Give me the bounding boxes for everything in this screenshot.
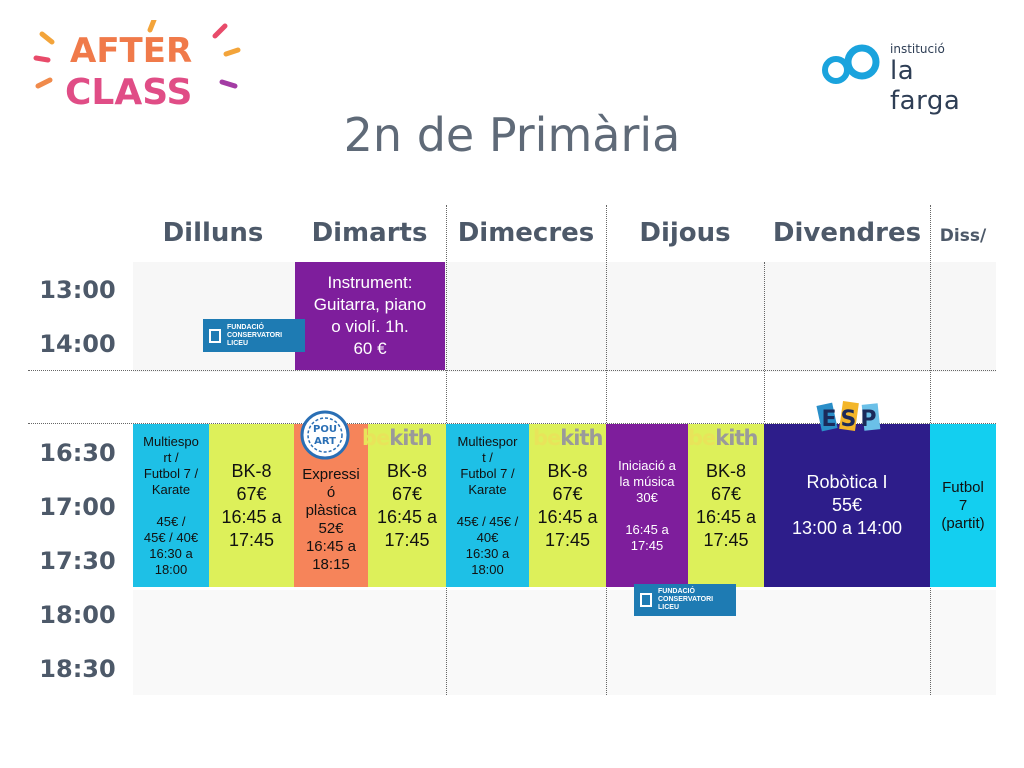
liceu-logo-icon [209,328,221,343]
activity-instrument[interactable]: Instrument: Guitarra, piano o violí. 1h.… [295,262,445,370]
day-header-thursday: Dijous [639,218,731,248]
bekith-logo-part: be [688,426,716,450]
time-label: 13:00 [39,276,116,304]
activity-text: Robòtica I 55€ 13:00 a 14:00 [791,472,903,538]
activity-robotics[interactable]: Robòtica I 55€ 13:00 a 14:00 [764,424,930,587]
institution-label: institució [890,42,945,56]
pou-art-logo: POU ART [300,410,350,460]
activity-text: Futbol 7 (partit) [941,478,985,532]
conservatori-liceu-badge: FUNDACIÓ CONSERVATORI LICEU [634,584,736,616]
time-label: 18:30 [39,655,116,683]
esp-logo: ESP [815,396,885,438]
liceu-logo-icon [640,593,652,607]
bekith-logo: bekith [688,426,758,450]
day-header-wednesday: Dimecres [457,218,595,248]
time-label: 18:00 [39,601,116,629]
activity-text: Multiespor t / Futbol 7 / Karate 45€ / 4… [456,433,519,577]
institution-logo: institució la farga [820,40,990,116]
conservatori-liceu-badge: FUNDACIÓ CONSERVATORI LICEU [203,319,305,352]
time-label: 14:00 [39,330,116,358]
time-label: 17:30 [39,547,116,575]
institution-name: la farga [890,56,961,116]
grid-background-bottom [133,590,996,695]
day-header-tuesday: Dimarts [311,218,428,248]
bekith-logo-part: kith [560,426,603,450]
after-class-logo: AFTER CLASS [30,17,245,115]
activity-football-saturday[interactable]: Futbol 7 (partit) [930,424,996,587]
activity-bk8-tuesday[interactable]: BK-8 67€ 16:45 a 17:45 [368,424,446,587]
badge-text: FUNDACIÓ [658,588,695,595]
activity-bk8-monday[interactable]: BK-8 67€ 16:45 a 17:45 [209,424,294,587]
grid-background-top [133,262,996,372]
bekith-logo-part: kith [715,426,758,450]
svg-text:POU: POU [313,424,337,435]
activity-text: BK-8 67€ 16:45 a 17:45 [376,460,438,550]
activity-text: Expressi ó plàstica 52€ 16:45 a 18:15 [302,465,360,573]
grid-divider [764,262,765,422]
badge-text: LICEU [658,604,679,611]
bekith-logo: bekith [362,426,432,450]
page-title: 2n de Primària [343,108,681,162]
svg-text:AFTER: AFTER [70,31,192,71]
time-label: 16:30 [39,439,116,467]
after-class-logo-icon: AFTER CLASS [33,17,241,113]
activity-bk8-thursday[interactable]: BK-8 67€ 16:45 a 17:45 [688,424,764,587]
day-header-friday: Divendres [772,218,922,248]
bekith-logo-part: be [362,426,390,450]
esp-logo-icon: ESP [816,401,881,432]
activity-music-introduction[interactable]: Iniciació a la música 30€ 16:45 a 17:45 [606,424,688,587]
activity-text: BK-8 67€ 16:45 a 17:45 [537,460,598,550]
activity-multisport-monday[interactable]: Multiespo rt / Futbol 7 / Karate 45€ / 4… [133,424,209,587]
activity-bk8-wednesday[interactable]: BK-8 67€ 16:45 a 17:45 [529,424,606,587]
activity-text: Iniciació a la música 30€ 16:45 a 17:45 [618,457,676,553]
svg-text:ESP: ESP [822,407,881,432]
grid-divider [28,370,996,371]
activity-text: BK-8 67€ 16:45 a 17:45 [221,460,282,550]
day-header-monday: Dilluns [162,218,264,248]
activity-text: Multiespo rt / Futbol 7 / Karate 45€ / 4… [143,433,199,577]
grid-divider [28,423,996,424]
la-farga-logo-icon [822,44,880,84]
svg-text:CLASS: CLASS [65,72,192,113]
activity-text: Instrument: Guitarra, piano o violí. 1h.… [313,273,427,358]
time-label: 17:00 [39,493,116,521]
pou-art-logo-icon: POU ART [300,410,350,460]
badge-text: CONSERVATORI [227,331,283,339]
badge-text: LICEU [227,339,248,347]
bekith-logo: bekith [533,426,603,450]
svg-text:ART: ART [314,436,336,447]
activity-text: BK-8 67€ 16:45 a 17:45 [695,460,757,550]
badge-text: CONSERVATORI [658,596,714,603]
bekith-logo-part: kith [389,426,432,450]
activity-multisport-wednesday[interactable]: Multiespor t / Futbol 7 / Karate 45€ / 4… [446,424,529,587]
day-header-saturday: Diss/ [939,226,987,246]
bekith-logo-part: be [533,426,561,450]
badge-text: FUNDACIÓ [227,323,264,331]
